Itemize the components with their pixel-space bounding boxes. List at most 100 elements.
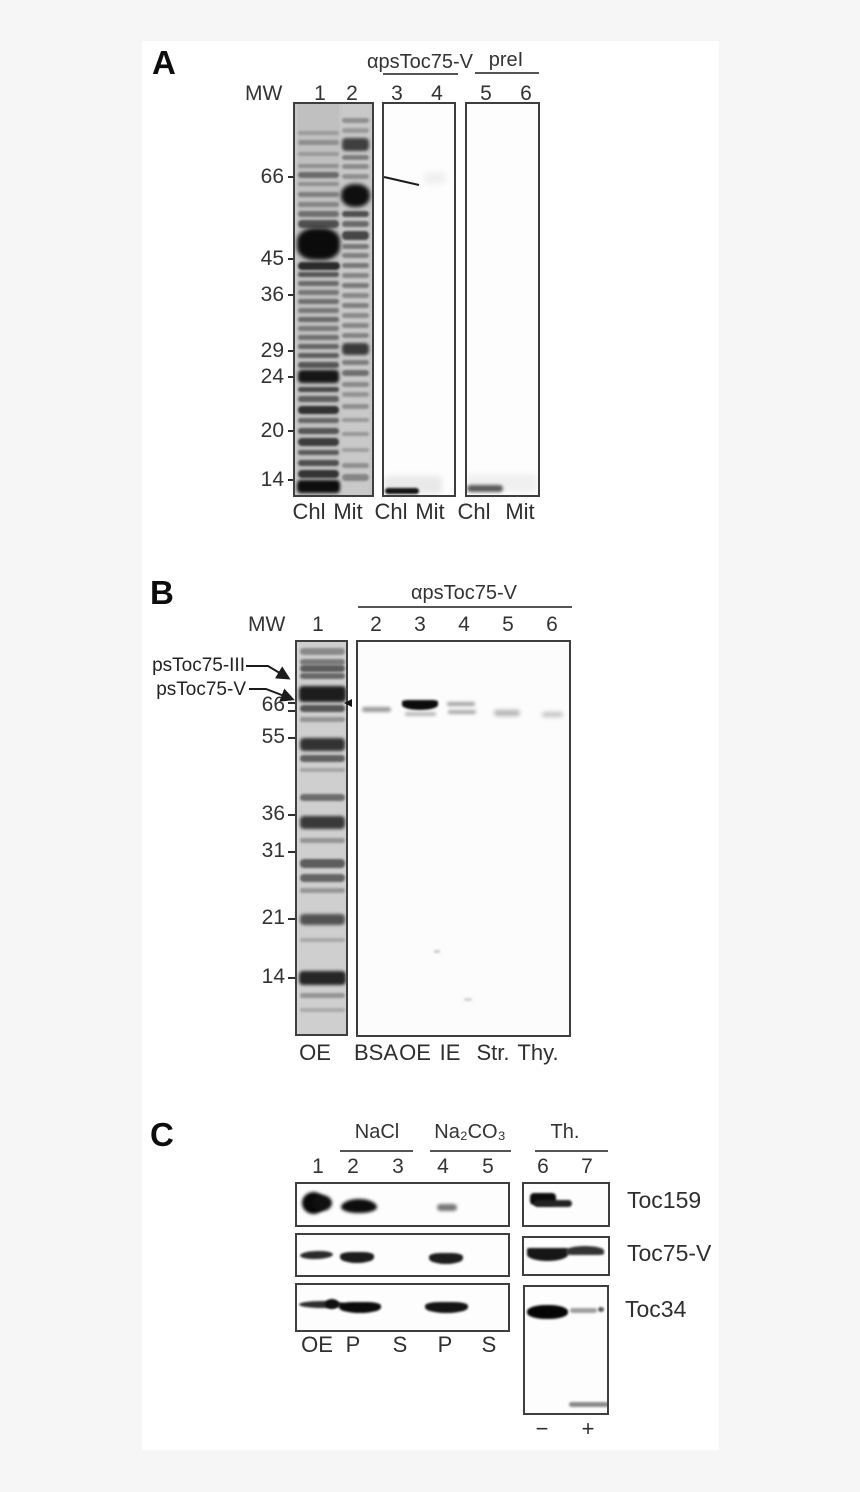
sample-label-str: Str. (476, 1040, 510, 1065)
lane-number: 6 (520, 82, 532, 105)
mw-marker-14: 14 (260, 468, 284, 491)
lane-number: 4 (431, 82, 443, 105)
gel-band (340, 1252, 374, 1263)
gel-band (362, 707, 391, 712)
gel-band (342, 128, 369, 133)
fraction-label-p: P (345, 1332, 361, 1357)
mw-marker-31: 31 (261, 839, 285, 862)
gel-band (527, 1305, 568, 1319)
fraction-label-s: S (392, 1332, 408, 1357)
gel-band (342, 313, 369, 318)
mw-tick (288, 977, 297, 979)
gel-band (300, 859, 345, 868)
mw-marker-14: 14 (261, 965, 285, 988)
mw-tick (288, 430, 297, 432)
gel-band (300, 717, 345, 722)
gel-band (429, 1253, 463, 1264)
gel-band (300, 993, 345, 998)
mw-tick (288, 737, 297, 739)
gel-band (342, 174, 369, 179)
gel-band (298, 317, 339, 322)
fraction-label-chl: Chl (457, 499, 491, 524)
sample-label-oe: OE (299, 1040, 331, 1065)
lane-number: 5 (482, 1155, 494, 1178)
gel-band (569, 1402, 607, 1407)
gel-band (300, 673, 345, 679)
mw-marker-36: 36 (260, 283, 284, 306)
lane-number: 7 (581, 1155, 593, 1178)
gel-band (300, 755, 345, 762)
gel-band (342, 323, 369, 328)
fraction-label-p: P (437, 1332, 453, 1357)
gel-band (300, 665, 345, 672)
gel-band (385, 488, 419, 494)
gel-band (342, 118, 369, 123)
gel-band (300, 705, 345, 712)
mw-tick (288, 258, 297, 260)
gel-band (342, 104, 369, 495)
gel-band (342, 263, 369, 268)
gel-band (298, 438, 339, 446)
gel-band (300, 888, 345, 893)
gel-band (342, 432, 369, 436)
mw-marker-21: 21 (261, 906, 285, 929)
lane-number: 5 (480, 82, 492, 105)
sample-label-oe: OE (399, 1040, 431, 1065)
gel-band (298, 406, 339, 414)
panel-b-oe-lane-gel (295, 640, 348, 1036)
gel-band (342, 418, 369, 422)
gel-band (342, 155, 369, 160)
gel-band (424, 172, 446, 184)
gel-band (402, 700, 438, 710)
gel-band (300, 1008, 345, 1012)
gel-band (298, 460, 339, 466)
fraction-label-chl: Chl (374, 499, 408, 524)
pstoc75-v-band-label: psToc75-V (156, 679, 246, 700)
treatment-header-na2co3: Na₂CO₃ (434, 1121, 506, 1143)
panel-c-label: C (150, 1116, 174, 1153)
mw-tick (288, 702, 295, 704)
gel-band (299, 1301, 345, 1308)
gel-band (312, 1195, 332, 1211)
gel-band (298, 362, 339, 368)
gel-band (299, 971, 346, 985)
gel-band (300, 838, 345, 843)
gel-band (342, 231, 369, 240)
panel-a-preimmune-blot (465, 102, 540, 497)
mw-marker-24: 24 (260, 365, 284, 388)
toc75v-blot-right (522, 1236, 610, 1276)
gel-band (298, 202, 339, 207)
gel-band (342, 333, 369, 338)
panel-a-coomassie-gel (293, 102, 374, 497)
gel-band (342, 382, 369, 387)
gel-band (298, 299, 339, 304)
panel-a-preimmune-header: preI (488, 49, 524, 71)
lane-number: 1 (312, 613, 324, 636)
gel-band (299, 1250, 334, 1260)
gel-band (534, 1200, 572, 1207)
lane-number: 6 (537, 1155, 549, 1178)
pstoc75-iii-band-label: psToc75-III (152, 655, 245, 676)
gel-band (300, 816, 345, 829)
panel-b-antibody-header: αpsToc75-V (410, 582, 518, 604)
lane-number: 5 (502, 613, 514, 636)
gel-band (341, 184, 370, 207)
gel-band (342, 392, 369, 397)
band-marker-triangle (344, 699, 352, 707)
gel-band (342, 273, 369, 278)
panel-b-immunoblot (356, 640, 571, 1037)
gel-band (566, 1246, 604, 1255)
gel-band (298, 450, 339, 455)
gel-band (298, 396, 339, 402)
gel-band (298, 308, 339, 313)
treatment-header-nacl: NaCl (354, 1121, 400, 1143)
gel-band (342, 221, 369, 227)
gel-band (298, 335, 339, 340)
lane-number: 3 (392, 1155, 404, 1178)
panel-b-label: B (150, 574, 174, 611)
fraction-label-s: S (481, 1332, 497, 1357)
blot-row-label-toc34: Toc34 (625, 1296, 687, 1322)
panel-a-mw-label: MW (245, 82, 283, 105)
mw-marker-55: 55 (261, 725, 285, 748)
